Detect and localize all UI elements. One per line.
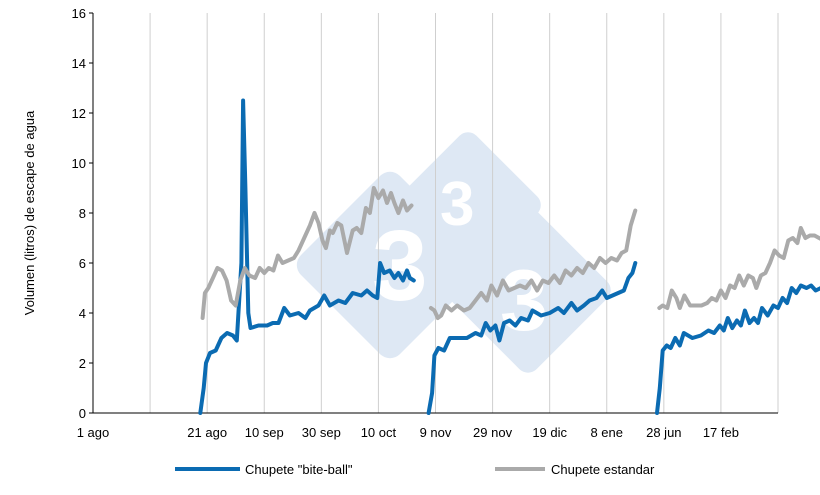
watermark-logo: 3 3 3: [296, 132, 611, 373]
y-tick-label: 2: [79, 356, 86, 371]
legend-label-bite-ball: Chupete "bite-ball": [245, 462, 353, 477]
x-tick-label: 28 jun: [646, 425, 681, 440]
x-tick-label: 17 feb: [703, 425, 739, 440]
y-tick-label: 0: [79, 406, 86, 421]
x-tick-label: 1 ago: [77, 425, 110, 440]
y-tick-label: 10: [72, 156, 86, 171]
series-line-estandar: [657, 226, 820, 310]
x-tick-label: 9 nov: [420, 425, 452, 440]
legend: Chupete "bite-ball" Chupete estandar: [175, 462, 655, 477]
svg-text:3: 3: [500, 253, 548, 349]
legend-label-estandar: Chupete estandar: [551, 462, 655, 477]
y-tick-label: 16: [72, 6, 86, 21]
y-axis-title: Volumen (litros) de escape de agua: [22, 110, 37, 315]
series-line-estandar: [200, 186, 414, 320]
x-tick-label: 29 nov: [473, 425, 513, 440]
series-line-bite-ball: [655, 283, 820, 415]
grid: [92, 13, 779, 413]
x-tick-label: 8 ene: [590, 425, 623, 440]
series-line-bite-ball: [426, 261, 638, 415]
y-tick-label: 12: [72, 106, 86, 121]
y-tick-label: 8: [79, 206, 86, 221]
y-tick-label: 6: [79, 256, 86, 271]
x-tick-label: 21 ago: [187, 425, 227, 440]
x-tick-label: 10 oct: [361, 425, 397, 440]
x-tick-label: 30 sep: [302, 425, 341, 440]
svg-text:3: 3: [440, 170, 474, 239]
x-tick-label: 19 dic: [532, 425, 567, 440]
series: [198, 98, 820, 415]
y-tick-label: 14: [72, 56, 86, 71]
axes: 0 2 4 6 8 10 12 14 16 1 ago 21 ago 10 sep 30 sep 10 o…: [72, 6, 778, 440]
x-tick-label: 10 sep: [245, 425, 284, 440]
series-line-estandar: [428, 208, 638, 320]
y-tick-label: 4: [79, 306, 86, 321]
series-line-bite-ball: [198, 98, 416, 415]
